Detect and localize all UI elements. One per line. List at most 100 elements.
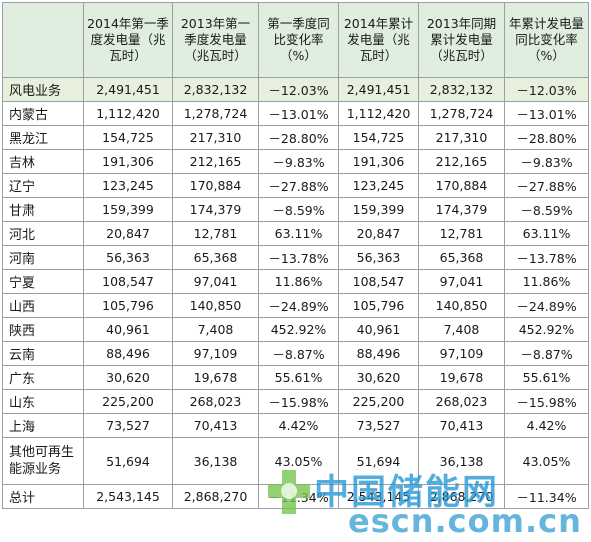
table-row: 上海 73,527 70,413 4.42% 73,527 70,413 4.42% xyxy=(2,413,589,438)
header-cell-2014-q1-generation: 2014年第一季度发电量（兆瓦时） xyxy=(83,2,173,78)
table-row: 总计 2,543,145 2,868,270 －11.34% 2,543,145 2,86… xyxy=(2,484,589,509)
header-cell-2013-q1-generation: 2013年第一季度发电量（兆瓦时） xyxy=(172,2,259,78)
cell-q1-yoy: －8.87% xyxy=(258,341,339,366)
cell-cum-yoy: 55.61% xyxy=(504,365,589,390)
cell-gen-2013-q1: 97,041 xyxy=(172,269,259,294)
cell-cum-2014: 154,725 xyxy=(338,125,419,150)
table-row: 吉林 191,306 212,165 －9.83% 191,306 212,165 －9.8… xyxy=(2,149,589,174)
cell-cum-2013: 19,678 xyxy=(418,365,505,390)
cell-q1-yoy: －11.34% xyxy=(258,484,339,509)
cell-q1-yoy: －15.98% xyxy=(258,389,339,414)
cell-cum-2013: 212,165 xyxy=(418,149,505,174)
cell-cum-yoy: －9.83% xyxy=(504,149,589,174)
cell-gen-2014-q1: 51,694 xyxy=(83,437,173,485)
cell-region: 吉林 xyxy=(2,149,84,174)
cell-gen-2014-q1: 2,491,451 xyxy=(83,77,173,102)
cell-cum-yoy: －12.03% xyxy=(504,77,589,102)
table-row: 山东 225,200 268,023 －15.98% 225,200 268,023 －15… xyxy=(2,389,589,414)
cell-cum-2013: 70,413 xyxy=(418,413,505,438)
header-row: 2014年第一季度发电量（兆瓦时） 2013年第一季度发电量（兆瓦时） 第一季度… xyxy=(2,2,589,78)
cell-cum-2013: 170,884 xyxy=(418,173,505,198)
generation-table: 2014年第一季度发电量（兆瓦时） 2013年第一季度发电量（兆瓦时） 第一季度… xyxy=(2,2,589,509)
cell-gen-2014-q1: 123,245 xyxy=(83,173,173,198)
cell-cum-yoy: －11.34% xyxy=(504,484,589,509)
cell-region: 云南 xyxy=(2,341,84,366)
cell-gen-2013-q1: 268,023 xyxy=(172,389,259,414)
cell-gen-2014-q1: 105,796 xyxy=(83,293,173,318)
cell-cum-2013: 97,041 xyxy=(418,269,505,294)
cell-gen-2013-q1: 170,884 xyxy=(172,173,259,198)
table-row: 山西 105,796 140,850 －24.89% 105,796 140,850 －24… xyxy=(2,293,589,318)
cell-cum-yoy: 63.11% xyxy=(504,221,589,246)
cell-region: 河南 xyxy=(2,245,84,270)
cell-cum-2013: 1,278,724 xyxy=(418,101,505,126)
cell-cum-2014: 1,112,420 xyxy=(338,101,419,126)
cell-cum-2013: 140,850 xyxy=(418,293,505,318)
header-cell-2014-cumulative: 2014年累计发电量（兆瓦时） xyxy=(338,2,419,78)
cell-region: 黑龙江 xyxy=(2,125,84,150)
cell-cum-yoy: －15.98% xyxy=(504,389,589,414)
cell-region: 广东 xyxy=(2,365,84,390)
cell-q1-yoy: －24.89% xyxy=(258,293,339,318)
cell-gen-2014-q1: 56,363 xyxy=(83,245,173,270)
table-row: 辽宁 123,245 170,884 －27.88% 123,245 170,884 －27… xyxy=(2,173,589,198)
cell-cum-2014: 73,527 xyxy=(338,413,419,438)
cell-cum-2014: 56,363 xyxy=(338,245,419,270)
cell-cum-2014: 2,491,451 xyxy=(338,77,419,102)
cell-gen-2014-q1: 159,399 xyxy=(83,197,173,222)
cell-cum-2014: 105,796 xyxy=(338,293,419,318)
cell-gen-2013-q1: 174,379 xyxy=(172,197,259,222)
cell-cum-2013: 2,868,270 xyxy=(418,484,505,509)
cell-region: 山东 xyxy=(2,389,84,414)
cell-region: 其他可再生能源业务 xyxy=(2,437,84,485)
table-row: 广东 30,620 19,678 55.61% 30,620 19,678 55.61% xyxy=(2,365,589,390)
cell-gen-2013-q1: 212,165 xyxy=(172,149,259,174)
cell-cum-2013: 65,368 xyxy=(418,245,505,270)
cell-gen-2014-q1: 73,527 xyxy=(83,413,173,438)
cell-cum-2013: 174,379 xyxy=(418,197,505,222)
cell-region: 甘肃 xyxy=(2,197,84,222)
cell-cum-yoy: －24.89% xyxy=(504,293,589,318)
cell-q1-yoy: －8.59% xyxy=(258,197,339,222)
cell-cum-2014: 88,496 xyxy=(338,341,419,366)
cell-q1-yoy: －9.83% xyxy=(258,149,339,174)
cell-gen-2013-q1: 97,109 xyxy=(172,341,259,366)
cell-gen-2014-q1: 191,306 xyxy=(83,149,173,174)
table-row: 黑龙江 154,725 217,310 －28.80% 154,725 217,310 －2… xyxy=(2,125,589,150)
cell-cum-2014: 20,847 xyxy=(338,221,419,246)
cell-gen-2013-q1: 1,278,724 xyxy=(172,101,259,126)
cell-gen-2014-q1: 88,496 xyxy=(83,341,173,366)
cell-gen-2014-q1: 1,112,420 xyxy=(83,101,173,126)
cell-cum-2013: 36,138 xyxy=(418,437,505,485)
cell-region: 宁夏 xyxy=(2,269,84,294)
cell-region: 河北 xyxy=(2,221,84,246)
cell-q1-yoy: 43.05% xyxy=(258,437,339,485)
cell-cum-yoy: 11.86% xyxy=(504,269,589,294)
cell-gen-2014-q1: 225,200 xyxy=(83,389,173,414)
header-cell-q1-yoy-change: 第一季度同比变化率（%） xyxy=(258,2,339,78)
table-row: 内蒙古 1,112,420 1,278,724 －13.01% 1,112,420 1,2… xyxy=(2,101,589,126)
cell-gen-2013-q1: 217,310 xyxy=(172,125,259,150)
cell-q1-yoy: 55.61% xyxy=(258,365,339,390)
header-cell-cumulative-yoy-change: 年累计发电量同比变化率（%） xyxy=(504,2,589,78)
cell-cum-2013: 97,109 xyxy=(418,341,505,366)
table-row: 陕西 40,961 7,408 452.92% 40,961 7,408 452.92% xyxy=(2,317,589,342)
header-cell-blank xyxy=(2,2,84,78)
cell-cum-yoy: －28.80% xyxy=(504,125,589,150)
cell-cum-2014: 159,399 xyxy=(338,197,419,222)
cell-gen-2014-q1: 30,620 xyxy=(83,365,173,390)
cell-cum-2014: 123,245 xyxy=(338,173,419,198)
cell-cum-yoy: 452.92% xyxy=(504,317,589,342)
cell-q1-yoy: 4.42% xyxy=(258,413,339,438)
cell-cum-2014: 30,620 xyxy=(338,365,419,390)
cell-cum-2013: 7,408 xyxy=(418,317,505,342)
cell-gen-2014-q1: 108,547 xyxy=(83,269,173,294)
cell-gen-2013-q1: 2,868,270 xyxy=(172,484,259,509)
cell-q1-yoy: 11.86% xyxy=(258,269,339,294)
cell-cum-yoy: －8.87% xyxy=(504,341,589,366)
cell-cum-2014: 108,547 xyxy=(338,269,419,294)
table-row: 河南 56,363 65,368 －13.78% 56,363 65,368 －13.78% xyxy=(2,245,589,270)
cell-cum-yoy: 43.05% xyxy=(504,437,589,485)
cell-gen-2013-q1: 19,678 xyxy=(172,365,259,390)
cell-cum-2014: 191,306 xyxy=(338,149,419,174)
